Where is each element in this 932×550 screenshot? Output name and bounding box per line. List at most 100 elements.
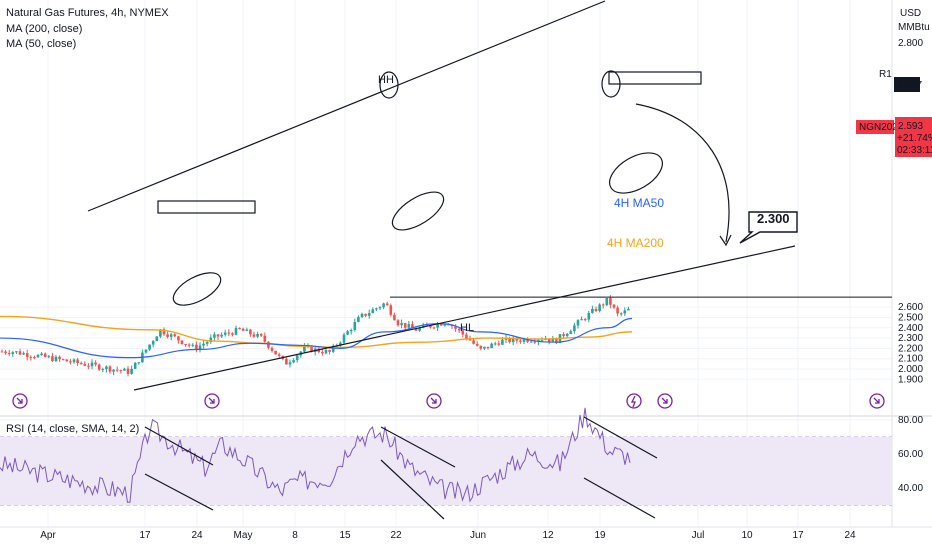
candle-body xyxy=(267,341,270,348)
rsi-channel-line xyxy=(583,477,656,519)
svg-text:2.697: 2.697 xyxy=(897,80,922,91)
candle-body xyxy=(436,323,439,328)
chart-legend: Natural Gas Futures, 4h, NYMEX MA (200, … xyxy=(6,6,169,53)
candle-body xyxy=(54,356,58,362)
candle-body xyxy=(353,321,357,330)
candle-body xyxy=(490,343,493,349)
candle-body xyxy=(292,360,295,363)
price-tick-label: 2.300 xyxy=(898,333,923,344)
candle-body xyxy=(213,334,216,338)
candle-body xyxy=(112,369,115,372)
candle-body xyxy=(173,334,177,337)
time-tick-label: Apr xyxy=(40,530,56,541)
ma50-annotation: 4H MA50 xyxy=(614,196,664,210)
ma200-legend[interactable]: MA (200, close) xyxy=(6,22,83,35)
candle-body xyxy=(256,333,259,337)
candle-body xyxy=(65,359,69,362)
candle-body xyxy=(486,346,490,349)
candle-body xyxy=(25,353,29,357)
candle-body xyxy=(159,329,162,337)
candle-body xyxy=(101,369,105,371)
candle-body xyxy=(342,334,346,343)
dividend-event-icon xyxy=(12,393,28,409)
candle-body xyxy=(79,362,83,364)
dividend-event-icon xyxy=(204,393,220,409)
candle-body xyxy=(137,362,141,364)
candle-body xyxy=(33,357,36,359)
candle-body xyxy=(479,345,483,349)
candle-body xyxy=(151,341,155,345)
candle-body xyxy=(155,336,159,342)
candle-body xyxy=(198,345,202,350)
candle-body xyxy=(295,355,299,361)
candle-body xyxy=(0,351,4,353)
ma50-legend[interactable]: MA (50, close) xyxy=(6,38,77,50)
candle-body xyxy=(18,351,22,355)
candle-body xyxy=(573,325,576,332)
candle-body xyxy=(583,319,587,321)
candle-body xyxy=(565,333,569,337)
price-tick-label: 2.600 xyxy=(898,302,923,313)
time-tick-label: May xyxy=(234,530,253,541)
candle-body xyxy=(58,356,61,360)
time-tick-label: 17 xyxy=(139,530,151,541)
ma50-line xyxy=(0,317,633,359)
rsi-tick-label: 40.00 xyxy=(898,483,923,494)
time-tick-label: 24 xyxy=(191,530,203,541)
candle-body xyxy=(245,329,249,331)
ma200-line xyxy=(0,315,633,349)
rsi-legend[interactable]: RSI (14, close, SMA, 14, 2) xyxy=(6,423,140,435)
candle-body xyxy=(234,327,238,335)
lightning-event-icon xyxy=(626,393,642,409)
candle-body xyxy=(94,362,97,365)
candle-body xyxy=(97,364,101,370)
candle-body xyxy=(195,344,198,350)
candle-body xyxy=(403,323,407,328)
candle-body xyxy=(609,298,612,305)
trendlines xyxy=(87,0,892,391)
symbol-title[interactable]: Natural Gas Futures, 4h, NYMEX xyxy=(6,7,169,19)
candle-body xyxy=(396,320,400,326)
candle-body xyxy=(43,353,47,357)
projection-arrowhead xyxy=(719,234,732,247)
unit-label: MMBtu xyxy=(898,22,930,33)
dividend-event-icon xyxy=(869,393,885,409)
candle-body xyxy=(389,305,393,315)
candle-body xyxy=(177,336,180,341)
candle-body xyxy=(288,362,292,365)
candle-body xyxy=(378,307,382,309)
candle-body xyxy=(360,313,364,318)
axes: 1.9002.0002.1002.2002.3002.4002.5002.600… xyxy=(40,302,923,541)
candle-body xyxy=(227,332,231,334)
time-tick-label: 22 xyxy=(390,530,402,541)
candle-body xyxy=(328,350,331,352)
candle-body xyxy=(580,319,583,321)
top-ellipse xyxy=(601,70,621,98)
candle-body xyxy=(414,328,418,331)
candle-body xyxy=(349,329,353,332)
candle-body xyxy=(29,356,33,358)
candle-body xyxy=(184,344,187,346)
candle-body xyxy=(400,323,403,326)
candle-body xyxy=(144,349,148,353)
candle-body xyxy=(407,324,411,328)
symbol-badge: NGN2023 xyxy=(856,120,904,134)
candle-body xyxy=(616,307,619,314)
candle-body xyxy=(382,303,385,308)
price-tick-label: 2.400 xyxy=(898,323,923,334)
candle-body xyxy=(51,356,54,362)
candle-body xyxy=(303,346,306,352)
time-tick-label: 8 xyxy=(292,530,298,541)
faded-price-label: 2.800 xyxy=(898,38,923,49)
candle-body xyxy=(418,327,421,331)
candle-body xyxy=(15,351,18,353)
time-tick-label: 19 xyxy=(594,530,606,541)
time-tick-label: 17 xyxy=(792,530,804,541)
rsi-tick-label: 60.00 xyxy=(898,449,923,460)
r1-badge: 2.697 xyxy=(894,77,922,92)
candle-body xyxy=(187,344,191,346)
candle-body xyxy=(202,343,205,346)
ma-touch-ellipse-2 xyxy=(391,191,445,231)
price-badge: 2.593 +21.74% 02:33:11 xyxy=(895,117,932,157)
